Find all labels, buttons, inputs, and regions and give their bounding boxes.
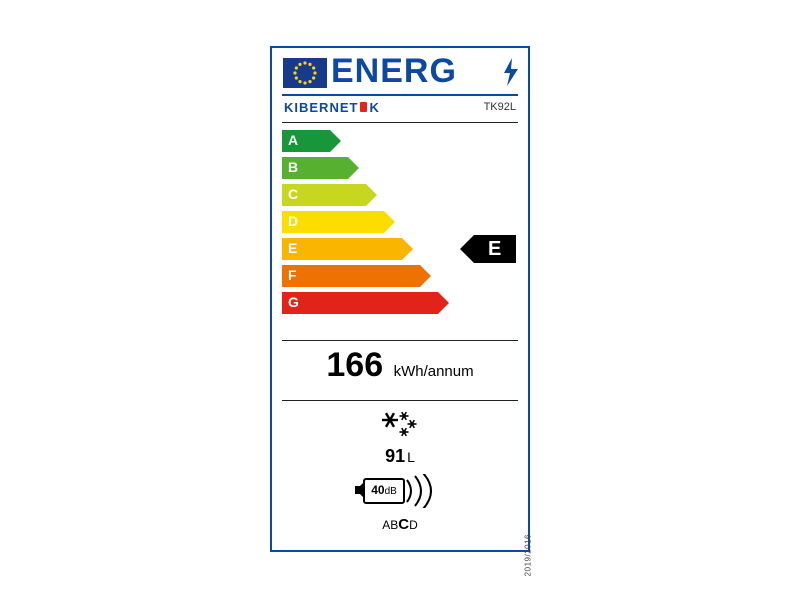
- noise-class-row: ABCD: [382, 516, 418, 533]
- divider: [282, 400, 518, 401]
- lightning-icon: [502, 58, 520, 86]
- brand-accent-icon: [360, 102, 367, 112]
- volume-value: 91: [385, 446, 405, 466]
- db-value: 40: [371, 483, 384, 497]
- energy-title: ENERG: [331, 52, 457, 91]
- scale-letter: E: [288, 240, 297, 256]
- scale-letter: C: [288, 186, 298, 202]
- noise-class-letter: B: [390, 518, 398, 532]
- consumption-unit: kWh/annum: [394, 363, 474, 380]
- noise-class-letter: A: [382, 518, 390, 532]
- db-box: 40dB: [363, 478, 405, 504]
- divider: [282, 94, 518, 96]
- scale-bar-d: D: [282, 211, 395, 233]
- efficiency-scale: E ABCDEFG: [282, 130, 518, 330]
- brand-post: K: [369, 100, 379, 115]
- eu-flag-icon: [283, 58, 327, 88]
- rating-indicator: E: [460, 235, 516, 263]
- model-code: TK92L: [484, 101, 516, 113]
- freezer-volume: 91L: [385, 446, 415, 467]
- divider: [282, 340, 518, 341]
- volume-unit: L: [407, 449, 415, 465]
- annual-consumption: 166 kWh/annum: [272, 346, 528, 396]
- db-unit: dB: [385, 486, 397, 497]
- noise-level: 40dB: [355, 472, 445, 512]
- stage: ENERG KIBERNETK TK92L E ABCDEFG 166 kWh/…: [0, 0, 800, 600]
- header: ENERG: [272, 48, 528, 94]
- noise-class-letter: D: [409, 518, 418, 532]
- energy-label-card: ENERG KIBERNETK TK92L E ABCDEFG 166 kWh/…: [270, 46, 530, 552]
- scale-letter: B: [288, 159, 298, 175]
- scale-bar-c: C: [282, 184, 377, 206]
- scale-letter: G: [288, 294, 299, 310]
- regulation-code: 2019/2016: [523, 534, 532, 576]
- bottom-section: 91L 40dB ABCD: [272, 408, 528, 548]
- sound-waves-icon: [403, 474, 443, 508]
- scale-letter: D: [288, 213, 298, 229]
- scale-bar-g: G: [282, 292, 449, 314]
- brand-name: KIBERNET K: [284, 100, 380, 115]
- rating-letter: E: [488, 238, 501, 261]
- snowflake-icon: [380, 408, 420, 442]
- scale-bar-a: A: [282, 130, 341, 152]
- divider: [282, 122, 518, 123]
- scale-letter: A: [288, 132, 298, 148]
- scale-letter: F: [288, 267, 297, 283]
- scale-bar-b: B: [282, 157, 359, 179]
- scale-bar-f: F: [282, 265, 431, 287]
- noise-class-letter: C: [398, 516, 409, 533]
- brand-row: KIBERNET K TK92L: [272, 98, 528, 120]
- consumption-value: 166: [326, 346, 383, 384]
- brand-pre: KIBERNET: [284, 100, 358, 115]
- scale-bar-e: E: [282, 238, 413, 260]
